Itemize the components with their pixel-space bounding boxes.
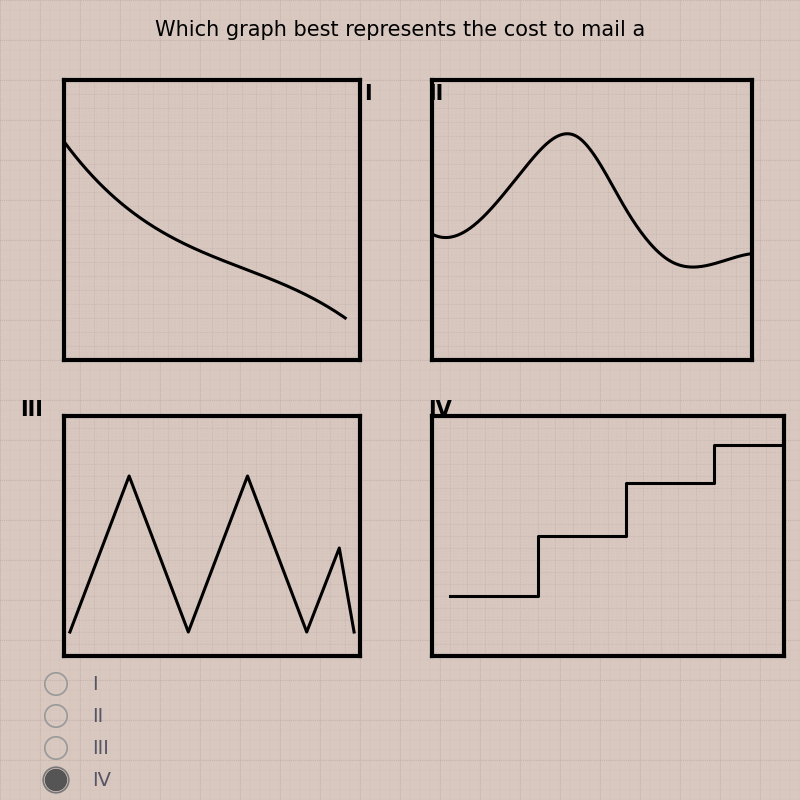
Text: I: I (364, 84, 372, 104)
Text: III: III (92, 738, 109, 758)
Text: I: I (92, 674, 98, 694)
Text: Which graph best represents the cost to mail a: Which graph best represents the cost to … (155, 20, 645, 40)
Text: IV: IV (92, 770, 111, 790)
Text: II: II (428, 84, 443, 104)
Text: II: II (92, 706, 103, 726)
Text: IV: IV (428, 400, 452, 420)
Text: III: III (20, 400, 43, 420)
